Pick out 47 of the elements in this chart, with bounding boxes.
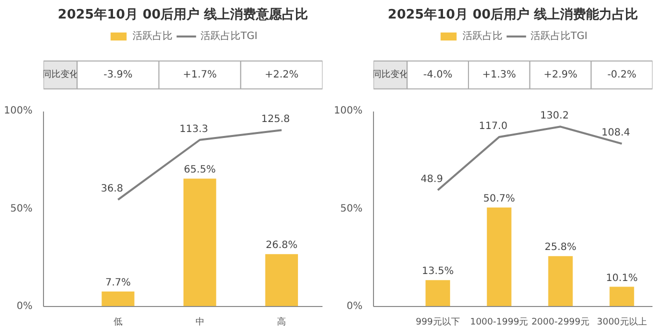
text: +1.7% [182, 69, 217, 80]
data-label: 7.7% [105, 277, 131, 288]
x-tick-label: 2000-2999元 [531, 316, 590, 328]
legend-label: 活跃占比TGI [200, 30, 258, 43]
y-tick-label: 100% [334, 106, 363, 117]
data-label: 26.8% [266, 240, 298, 252]
bar [610, 286, 634, 306]
text: -4.0% [423, 69, 452, 80]
y-tick-label: 50% [10, 203, 33, 214]
chart-title: 2025年10月 00后用户 线上消费意愿占比 [58, 6, 308, 22]
data-label: 130.2 [540, 110, 569, 122]
data-label: 117.0 [478, 120, 508, 132]
bar [265, 254, 298, 306]
data-label: 25.8% [544, 242, 576, 254]
data-label: 125.8 [261, 114, 290, 126]
x-tick-label: 高 [277, 316, 286, 328]
data-label: 65.5% [184, 164, 216, 176]
bar [486, 207, 512, 306]
data-label: 10.1% [606, 272, 638, 284]
data-label: 36.8 [100, 184, 124, 195]
x-tick-label: 中 [195, 316, 204, 328]
data-label: 13.5% [422, 266, 454, 278]
x-tick-label: 低 [114, 316, 123, 328]
bar [183, 178, 216, 306]
y-tick-label: 50% [340, 203, 363, 214]
data-label: 50.7% [483, 193, 516, 204]
x-tick-label: 3000元以上 [596, 316, 647, 328]
y-tick-label: 100% [4, 106, 33, 117]
text: -0.2% [607, 69, 636, 80]
text: +1.3% [482, 69, 516, 80]
text: -3.9% [104, 69, 133, 80]
bar [426, 280, 450, 306]
x-tick-label: 999元以下 [416, 316, 460, 328]
y-tick-label: 0% [16, 301, 33, 312]
legend-label: 活跃占比TGI [530, 30, 588, 43]
y-tick-label: 0% [346, 301, 363, 312]
data-label: 113.3 [180, 124, 208, 135]
text: +2.2% [264, 69, 299, 80]
text: +2.9% [544, 69, 578, 80]
data-label: 48.9 [420, 174, 443, 186]
bar [548, 256, 573, 306]
bar [102, 291, 134, 306]
x-tick-label: 1000-1999元 [470, 316, 528, 328]
chart-title: 2025年10月 00后用户 线上消费能力占比 [388, 6, 638, 22]
legend-label: 活跃占比 [462, 30, 503, 43]
legend-label: 活跃占比 [132, 30, 173, 43]
data-label: 108.4 [602, 128, 630, 139]
